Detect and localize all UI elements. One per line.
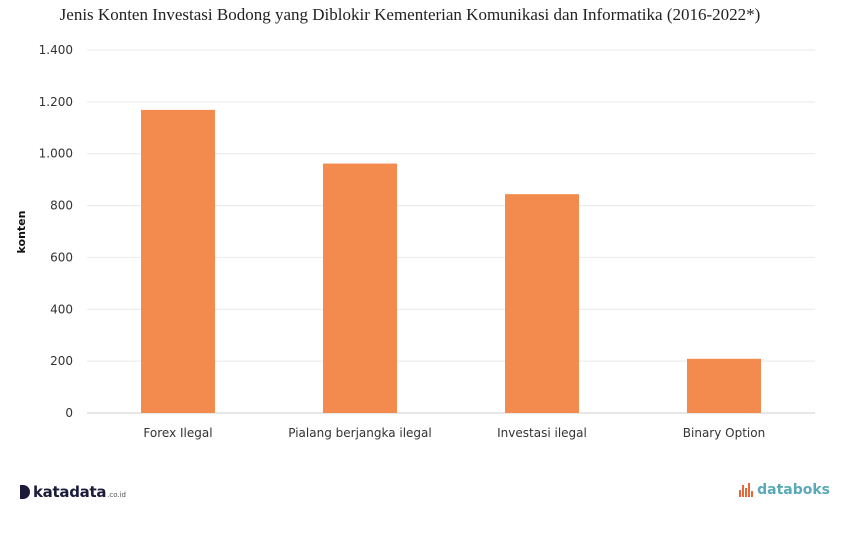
bar[interactable] <box>141 109 215 414</box>
katadata-name: katadata <box>33 483 107 501</box>
databoks-bars-icon <box>739 483 754 497</box>
y-tick-label: 1.400 <box>39 43 73 57</box>
y-tick-label: 800 <box>50 199 73 213</box>
y-tick-label: 200 <box>50 354 73 368</box>
y-tick-label: 600 <box>50 250 73 264</box>
x-category-label: Binary Option <box>683 426 765 440</box>
x-category-label: Forex Ilegal <box>143 426 212 440</box>
bars <box>141 109 761 414</box>
bar[interactable] <box>505 194 579 413</box>
y-tick-label: 1.000 <box>39 147 73 161</box>
katadata-logo: katadata .co.id <box>20 483 126 501</box>
x-axis-categories: Forex Ilegal Pialang berjangka ilegal Inve… <box>143 426 765 440</box>
chart-title: Jenis Konten Investasi Bodong yang Diblo… <box>59 5 761 24</box>
y-tick-label: 400 <box>50 302 73 316</box>
y-axis-ticks: 0 200 400 600 800 1.000 1.200 1.400 <box>39 43 73 420</box>
katadata-suffix: .co.id <box>107 491 127 499</box>
y-tick-label: 1.200 <box>39 95 73 109</box>
katadata-mark-icon <box>20 485 30 499</box>
databoks-name: databoks <box>757 482 830 498</box>
x-category-label: Investasi ilegal <box>497 426 587 440</box>
bar[interactable] <box>687 358 761 413</box>
gridlines <box>87 49 815 414</box>
databoks-logo: databoks <box>739 482 830 498</box>
y-tick-label: 0 <box>65 406 73 420</box>
y-axis-label: konten <box>15 211 28 254</box>
bar[interactable] <box>323 163 397 413</box>
x-category-label: Pialang berjangka ilegal <box>288 426 432 440</box>
